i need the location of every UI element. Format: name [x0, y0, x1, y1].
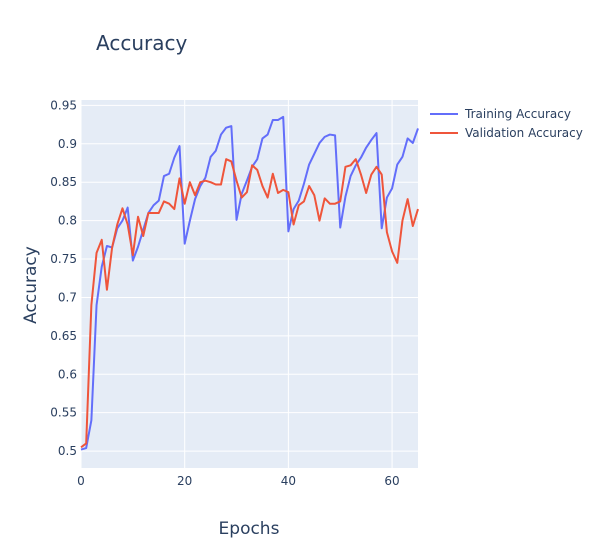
y-tick-label: 0.95: [50, 98, 77, 112]
y-tick-label: 0.75: [50, 252, 77, 266]
legend-item-training[interactable]: Training Accuracy: [430, 107, 571, 121]
y-axis-title: Accuracy: [21, 246, 41, 324]
x-tick-label: 40: [281, 474, 296, 488]
gridlines: [80, 100, 418, 468]
y-tick-label: 0.5: [58, 444, 77, 458]
y-tick-label: 0.7: [58, 290, 77, 304]
x-tick-label: 0: [77, 474, 85, 488]
x-tick-label: 20: [177, 474, 192, 488]
legend-item-validation[interactable]: Validation Accuracy: [430, 126, 583, 140]
x-axis-title: Epochs: [219, 519, 280, 539]
y-tick-label: 0.55: [50, 406, 77, 420]
plot-area: [81, 100, 418, 468]
series-line-validation[interactable]: [80, 158, 419, 449]
legend-label-validation: Validation Accuracy: [465, 126, 583, 140]
y-tick-label: 0.85: [50, 175, 77, 189]
tick-labels: 0.5 0.55 0.6 0.65 0.7 0.75 0.8 0.85 0.9 0.95 0 20 40…: [50, 98, 399, 488]
series-layer: [80, 115, 419, 451]
y-tick-label: 0.9: [58, 137, 77, 151]
legend[interactable]: Training Accuracy Validation Accuracy: [430, 107, 583, 140]
y-tick-label: 0.8: [58, 214, 77, 228]
chart-title: Accuracy: [96, 31, 187, 55]
legend-label-training: Training Accuracy: [464, 107, 571, 121]
y-tick-label: 0.65: [50, 329, 77, 343]
y-tick-label: 0.6: [58, 367, 77, 381]
x-tick-label: 60: [384, 474, 399, 488]
